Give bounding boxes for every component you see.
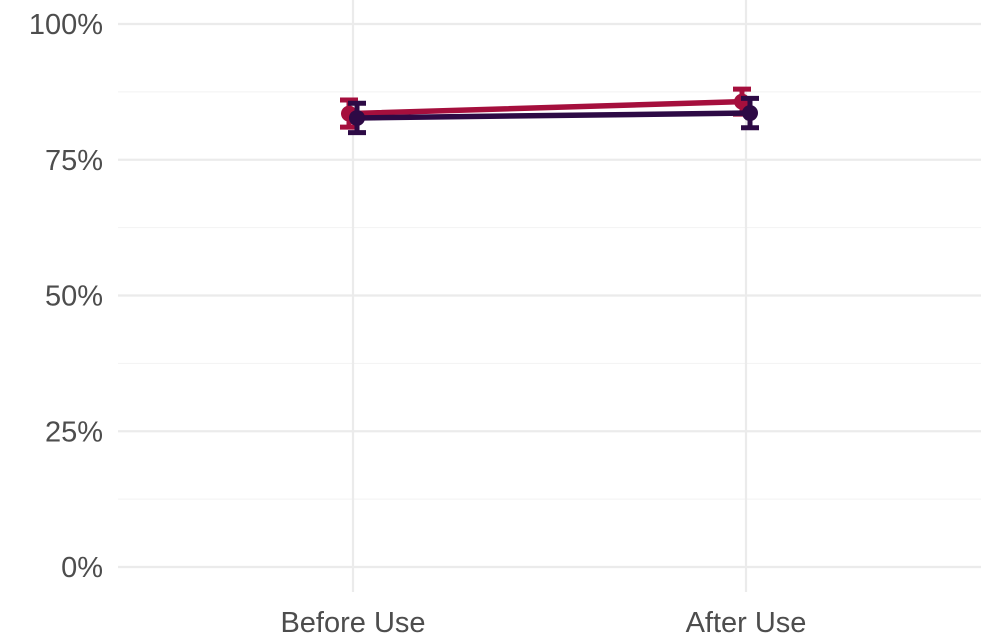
minor-gridlines xyxy=(118,91,981,500)
series-2 xyxy=(348,95,759,136)
y-axis-tick-labels: 0% 25% 50% 75% 100% xyxy=(29,9,103,584)
x-axis-tick-labels: Before Use After Use xyxy=(280,607,806,639)
series-line xyxy=(354,110,753,121)
data-point xyxy=(349,109,365,126)
y-tick-label-0: 0% xyxy=(61,552,103,584)
series-line xyxy=(346,98,745,117)
y-tick-label-75: 75% xyxy=(45,145,103,177)
series-1 xyxy=(340,86,751,130)
x-tick-label-after-use: After Use xyxy=(686,607,807,639)
y-tick-label-50: 50% xyxy=(45,281,103,313)
major-y-gridlines xyxy=(118,22,981,569)
x-tick-label-before-use: Before Use xyxy=(280,607,425,639)
y-tick-label-100: 100% xyxy=(29,9,103,41)
series-layer xyxy=(340,86,759,136)
y-tick-label-25: 25% xyxy=(45,416,103,448)
data-point xyxy=(742,105,758,122)
